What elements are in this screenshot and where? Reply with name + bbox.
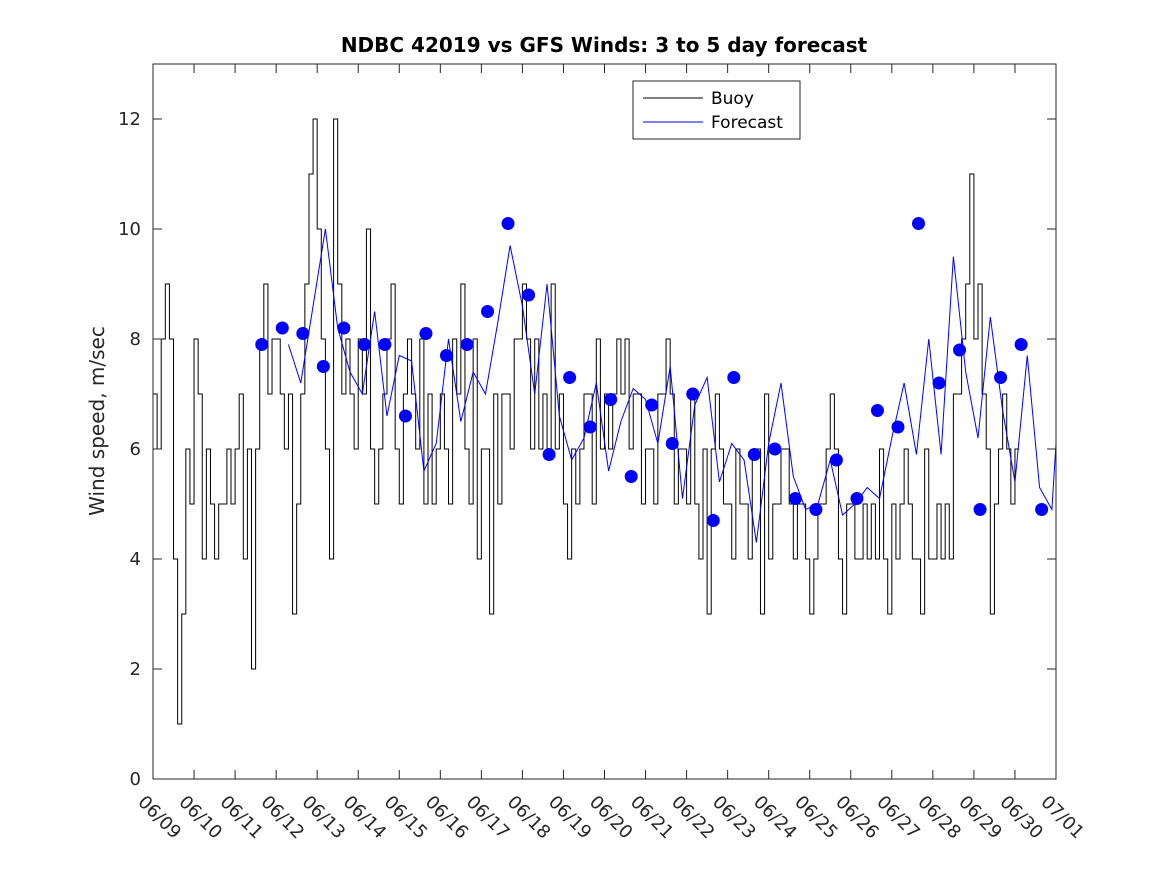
y-axis-label: Wind speed, m/sec <box>85 326 109 516</box>
forecast-mean-point <box>501 217 515 230</box>
forecast-mean-point <box>727 371 741 384</box>
legend: Buoy Forecast <box>632 80 801 140</box>
forecast-mean-point <box>850 492 864 505</box>
legend-label-forecast: Forecast <box>711 113 783 133</box>
forecast-mean-point <box>953 343 967 357</box>
forecast-mean-point <box>624 470 638 483</box>
marker-layer <box>255 217 1049 527</box>
forecast-mean-point <box>829 453 843 467</box>
chart-title: NDBC 42019 vs GFS Winds: 3 to 5 day fore… <box>341 33 868 57</box>
forecast-mean-point <box>296 327 310 340</box>
forecast-mean-point <box>542 448 556 461</box>
forecast-mean-point <box>460 338 474 351</box>
forecast-mean-point <box>788 492 802 505</box>
forecast-mean-point <box>604 393 618 406</box>
y-tick-label: 12 <box>118 109 141 130</box>
forecast-mean-point <box>481 305 495 318</box>
forecast-mean-point <box>255 338 269 351</box>
plot-area <box>152 63 1057 780</box>
series-line-forecast <box>287 228 1057 543</box>
series-layer <box>153 118 1057 725</box>
forecast-mean-point <box>1014 338 1028 351</box>
legend-label-buoy: Buoy <box>711 89 754 109</box>
forecast-mean-point <box>522 288 536 302</box>
forecast-mean-point <box>768 442 782 456</box>
y-tick-label: 6 <box>130 439 141 460</box>
legend-box <box>632 80 801 140</box>
forecast-mean-point <box>686 387 700 401</box>
y-tick-label: 0 <box>130 769 141 790</box>
forecast-mean-point <box>378 338 392 351</box>
y-tick-label: 4 <box>130 549 141 570</box>
forecast-mean-point <box>316 360 330 373</box>
forecast-mean-point <box>337 321 351 335</box>
forecast-mean-point <box>645 398 659 412</box>
forecast-mean-point <box>706 514 720 527</box>
forecast-mean-point <box>563 371 577 384</box>
y-tick-label: 8 <box>130 329 141 350</box>
forecast-mean-point <box>665 437 679 450</box>
forecast-mean-point <box>1035 503 1049 516</box>
y-tick-label: 2 <box>130 659 141 680</box>
forecast-mean-point <box>419 327 433 340</box>
y-tick-label: 10 <box>118 219 141 240</box>
forecast-mean-point <box>439 349 453 362</box>
series-line-buoy <box>153 118 1020 725</box>
forecast-mean-point <box>994 371 1008 384</box>
forecast-mean-point <box>398 409 412 423</box>
forecast-mean-point <box>275 321 289 335</box>
forecast-mean-point <box>870 404 884 417</box>
forecast-mean-point <box>357 338 371 351</box>
forecast-mean-point <box>932 376 946 390</box>
y-axis-tick-labels: 0 2 4 6 8 10 12 <box>118 109 141 790</box>
forecast-mean-point <box>747 448 761 461</box>
forecast-mean-point <box>809 503 823 516</box>
y-axis-ticks <box>153 118 1056 780</box>
forecast-mean-point <box>973 503 987 516</box>
x-axis-ticks <box>152 64 1057 779</box>
forecast-mean-point <box>583 420 597 434</box>
forecast-mean-point <box>911 217 925 230</box>
forecast-mean-point <box>891 420 905 434</box>
